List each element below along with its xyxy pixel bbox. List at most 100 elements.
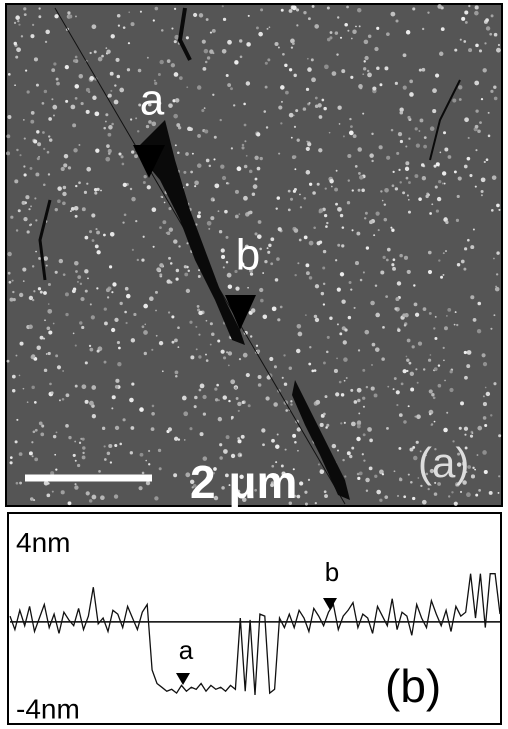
speckle xyxy=(367,427,372,432)
speckle xyxy=(343,357,348,362)
speckle xyxy=(315,104,319,108)
speckle xyxy=(61,167,65,171)
speckle xyxy=(380,190,382,192)
speckle xyxy=(454,49,457,52)
speckle xyxy=(127,68,130,71)
speckle xyxy=(115,379,119,383)
speckle xyxy=(95,228,97,230)
speckle xyxy=(498,209,500,211)
speckle xyxy=(309,183,312,186)
speckle xyxy=(12,291,14,293)
speckle xyxy=(395,82,398,85)
speckle xyxy=(114,444,117,447)
speckle xyxy=(143,181,146,184)
figure: a b 2 μm (a) 4nm-4nm a b (b) xyxy=(0,0,508,729)
speckle xyxy=(199,389,202,392)
speckle xyxy=(458,176,462,180)
speckle xyxy=(251,308,255,312)
speckle xyxy=(89,401,94,406)
speckle xyxy=(140,453,144,457)
speckle xyxy=(439,52,443,56)
speckle xyxy=(248,15,250,17)
speckle xyxy=(494,33,498,37)
speckle xyxy=(406,177,409,180)
speckle xyxy=(111,291,113,293)
speckle xyxy=(274,42,278,46)
speckle xyxy=(81,326,84,329)
speckle xyxy=(444,148,448,152)
speckle xyxy=(115,385,119,389)
speckle xyxy=(192,153,194,155)
speckle xyxy=(265,62,268,65)
speckle xyxy=(418,342,422,346)
speckle xyxy=(303,197,306,200)
speckle xyxy=(355,165,358,168)
speckle xyxy=(422,68,426,72)
speckle xyxy=(37,346,41,350)
speckle xyxy=(466,492,471,497)
speckle xyxy=(52,105,57,110)
speckle xyxy=(291,137,293,139)
speckle xyxy=(443,347,445,349)
speckle xyxy=(281,9,284,12)
speckle xyxy=(481,177,486,182)
speckle xyxy=(100,495,105,500)
speckle xyxy=(457,195,460,198)
speckle xyxy=(351,38,353,40)
speckle xyxy=(336,358,338,360)
speckle xyxy=(384,188,389,193)
speckle xyxy=(399,413,403,417)
speckle xyxy=(226,74,229,77)
speckle xyxy=(32,24,34,26)
speckle xyxy=(186,289,190,293)
speckle xyxy=(104,458,107,461)
speckle xyxy=(205,61,208,64)
speckle xyxy=(68,15,72,19)
speckle xyxy=(484,161,486,163)
speckle xyxy=(65,292,69,296)
speckle xyxy=(151,349,153,351)
speckle xyxy=(260,299,264,303)
speckle xyxy=(318,463,320,465)
speckle xyxy=(335,203,338,206)
speckle xyxy=(319,240,322,243)
speckle xyxy=(89,499,93,503)
speckle xyxy=(49,138,52,141)
speckle xyxy=(75,215,78,218)
speckle xyxy=(493,85,496,88)
speckle xyxy=(173,114,178,119)
speckle xyxy=(257,349,260,352)
speckle xyxy=(434,492,438,496)
speckle xyxy=(391,229,394,232)
speckle xyxy=(344,23,348,27)
speckle xyxy=(408,474,410,476)
speckle xyxy=(118,347,121,350)
speckle xyxy=(80,283,82,285)
speckle xyxy=(125,287,129,291)
speckle xyxy=(104,361,107,364)
speckle xyxy=(19,154,21,156)
speckle xyxy=(313,226,316,229)
speckle xyxy=(344,328,347,331)
speckle xyxy=(159,226,162,229)
speckle xyxy=(257,167,261,171)
speckle xyxy=(356,437,360,441)
speckle xyxy=(65,424,69,428)
speckle xyxy=(475,44,479,48)
speckle xyxy=(430,424,432,426)
speckle xyxy=(483,416,487,420)
speckle xyxy=(24,138,26,140)
speckle xyxy=(341,393,344,396)
speckle xyxy=(119,443,122,446)
speckle xyxy=(308,363,311,366)
speckle xyxy=(478,489,481,492)
speckle xyxy=(343,135,345,137)
speckle xyxy=(481,98,483,100)
speckle xyxy=(148,450,150,452)
speckle xyxy=(73,333,75,335)
speckle xyxy=(456,324,458,326)
speckle xyxy=(386,32,390,36)
speckle xyxy=(75,97,78,100)
speckle xyxy=(105,121,107,123)
speckle xyxy=(53,62,56,65)
